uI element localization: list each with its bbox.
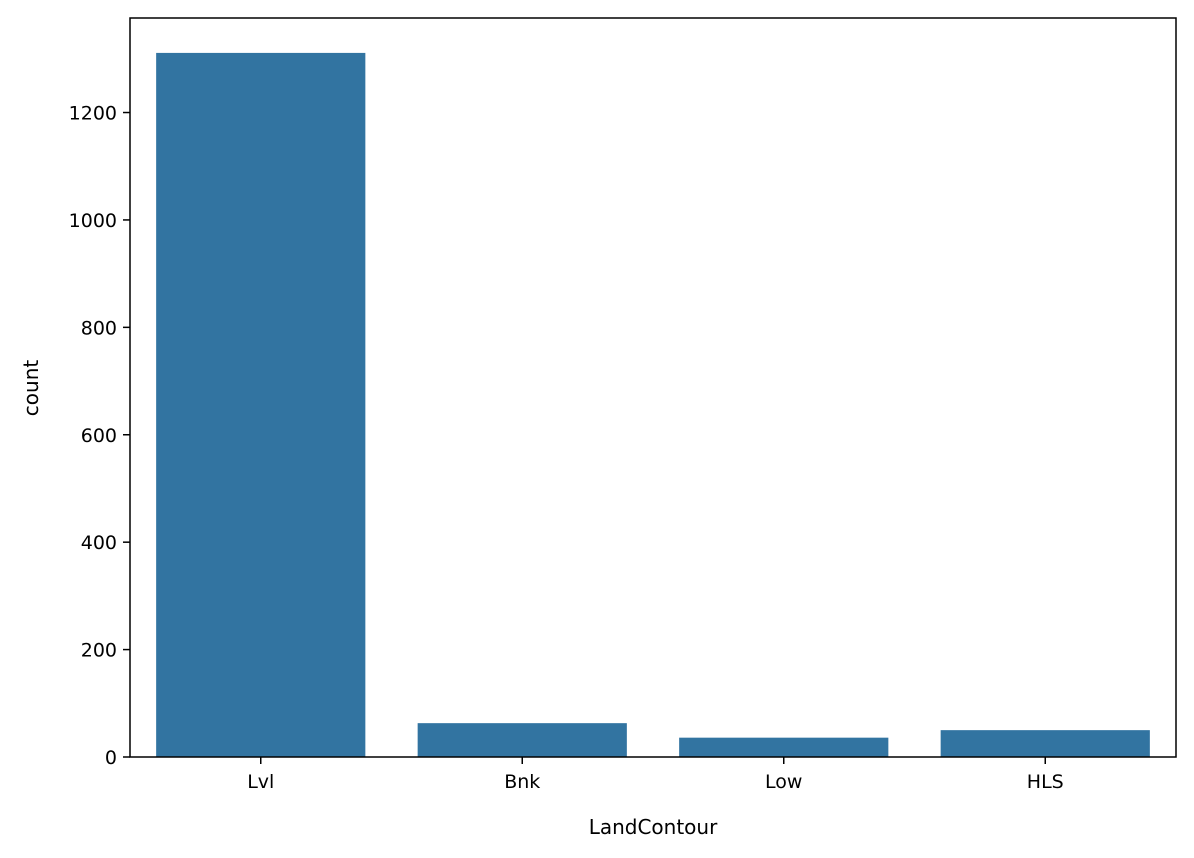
- plot-frame: [129, 17, 1177, 758]
- bar-bnk: [417, 723, 627, 757]
- x-tick-label: Low: [765, 771, 802, 793]
- y-tick-label: 0: [105, 747, 117, 769]
- x-axis-ticks: Lvl Bnk Low HLS: [247, 757, 1064, 793]
- y-tick-label: 1200: [69, 103, 117, 125]
- y-tick-label: 1000: [69, 210, 117, 232]
- y-axis-ticks: 0 200 400 600 800 1000 1200: [69, 103, 130, 769]
- y-axis-title: count: [19, 360, 43, 417]
- x-tick-label: Bnk: [504, 771, 540, 793]
- x-tick-label: HLS: [1027, 771, 1064, 793]
- bars: [156, 52, 1150, 758]
- y-tick-label: 800: [81, 317, 117, 339]
- bar-hls: [940, 730, 1150, 757]
- y-tick-label: 400: [81, 532, 117, 554]
- x-axis-title: LandContour: [589, 815, 718, 839]
- bar-lvl: [156, 52, 366, 758]
- x-tick-label: Lvl: [247, 771, 274, 793]
- bar-low: [679, 737, 889, 757]
- y-tick-label: 200: [81, 640, 117, 662]
- y-tick-label: 600: [81, 425, 117, 447]
